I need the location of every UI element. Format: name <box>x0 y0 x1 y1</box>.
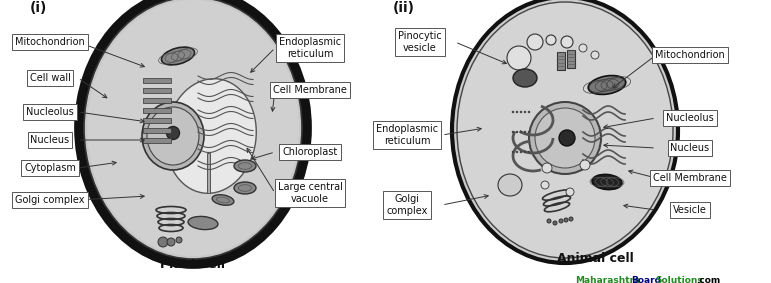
FancyBboxPatch shape <box>143 118 171 123</box>
Ellipse shape <box>541 181 549 189</box>
Ellipse shape <box>166 79 256 193</box>
Ellipse shape <box>512 151 514 153</box>
Ellipse shape <box>569 217 573 221</box>
Ellipse shape <box>588 76 626 95</box>
Text: Golgi
complex: Golgi complex <box>386 194 428 216</box>
Ellipse shape <box>561 36 573 48</box>
Ellipse shape <box>84 0 302 259</box>
Ellipse shape <box>553 221 557 225</box>
FancyBboxPatch shape <box>143 108 171 113</box>
Ellipse shape <box>580 160 590 170</box>
Text: Nucleus: Nucleus <box>671 143 709 153</box>
FancyBboxPatch shape <box>143 138 171 143</box>
Text: Mitochondrion: Mitochondrion <box>15 37 85 47</box>
Ellipse shape <box>591 51 599 59</box>
Ellipse shape <box>528 131 530 133</box>
Ellipse shape <box>579 44 587 52</box>
Text: Golgi complex: Golgi complex <box>15 195 85 205</box>
Ellipse shape <box>516 151 518 153</box>
Ellipse shape <box>87 0 299 256</box>
Ellipse shape <box>520 131 522 133</box>
Text: Animal cell: Animal cell <box>557 252 633 265</box>
Text: Pinocytic
vesicle: Pinocytic vesicle <box>398 31 442 53</box>
FancyBboxPatch shape <box>557 52 565 70</box>
Text: Board: Board <box>631 276 661 283</box>
Text: Cytoplasm: Cytoplasm <box>24 163 76 173</box>
FancyBboxPatch shape <box>143 88 171 93</box>
Text: Mitochondrion: Mitochondrion <box>655 50 725 60</box>
Ellipse shape <box>527 34 543 50</box>
Ellipse shape <box>547 219 551 223</box>
Ellipse shape <box>452 0 678 263</box>
Ellipse shape <box>498 174 522 196</box>
Text: Cell wall: Cell wall <box>29 73 70 83</box>
FancyBboxPatch shape <box>143 98 171 103</box>
Text: Nucleolus: Nucleolus <box>666 113 714 123</box>
Ellipse shape <box>528 111 530 113</box>
Ellipse shape <box>520 151 522 153</box>
Ellipse shape <box>516 131 518 133</box>
Ellipse shape <box>542 163 552 173</box>
FancyBboxPatch shape <box>207 153 210 193</box>
Text: Nucleus: Nucleus <box>30 135 69 145</box>
Ellipse shape <box>142 102 204 170</box>
Text: Large central
vacuole: Large central vacuole <box>278 182 342 204</box>
Text: Nucleolus: Nucleolus <box>26 107 74 117</box>
Ellipse shape <box>212 195 234 205</box>
Ellipse shape <box>79 0 307 264</box>
FancyBboxPatch shape <box>567 50 575 68</box>
Text: (i): (i) <box>30 1 47 15</box>
Ellipse shape <box>546 35 556 45</box>
Ellipse shape <box>528 151 530 153</box>
Text: Solutions: Solutions <box>655 276 702 283</box>
Ellipse shape <box>512 131 514 133</box>
Ellipse shape <box>234 182 256 194</box>
Ellipse shape <box>513 69 537 87</box>
Ellipse shape <box>520 111 522 113</box>
Ellipse shape <box>188 216 218 230</box>
Ellipse shape <box>147 107 199 165</box>
Ellipse shape <box>167 238 175 246</box>
Text: (ii): (ii) <box>393 1 415 15</box>
Ellipse shape <box>234 160 256 172</box>
Ellipse shape <box>529 102 601 174</box>
Text: Endoplasmic
reticulum: Endoplasmic reticulum <box>279 37 341 59</box>
Ellipse shape <box>457 2 673 258</box>
FancyBboxPatch shape <box>143 78 171 83</box>
Ellipse shape <box>516 111 518 113</box>
Text: Vesicle: Vesicle <box>673 205 707 215</box>
Text: Plant cell: Plant cell <box>160 258 225 271</box>
Text: .com: .com <box>696 276 720 283</box>
Text: Endoplasmic
reticulum: Endoplasmic reticulum <box>376 124 438 146</box>
Ellipse shape <box>158 237 168 247</box>
Ellipse shape <box>524 111 527 113</box>
FancyBboxPatch shape <box>143 128 171 133</box>
Ellipse shape <box>592 174 622 190</box>
Text: Cell Membrane: Cell Membrane <box>653 173 727 183</box>
Ellipse shape <box>566 188 574 196</box>
Ellipse shape <box>559 130 575 146</box>
Ellipse shape <box>176 237 182 243</box>
Ellipse shape <box>524 151 527 153</box>
Ellipse shape <box>564 218 568 222</box>
Text: Cell Membrane: Cell Membrane <box>273 85 347 95</box>
Ellipse shape <box>524 131 527 133</box>
Text: Maharashtra: Maharashtra <box>575 276 640 283</box>
Ellipse shape <box>507 46 531 70</box>
Ellipse shape <box>512 111 514 113</box>
Ellipse shape <box>161 47 194 65</box>
Ellipse shape <box>167 127 180 140</box>
Ellipse shape <box>559 219 563 223</box>
Text: Chloroplast: Chloroplast <box>282 147 338 157</box>
Ellipse shape <box>535 108 595 168</box>
